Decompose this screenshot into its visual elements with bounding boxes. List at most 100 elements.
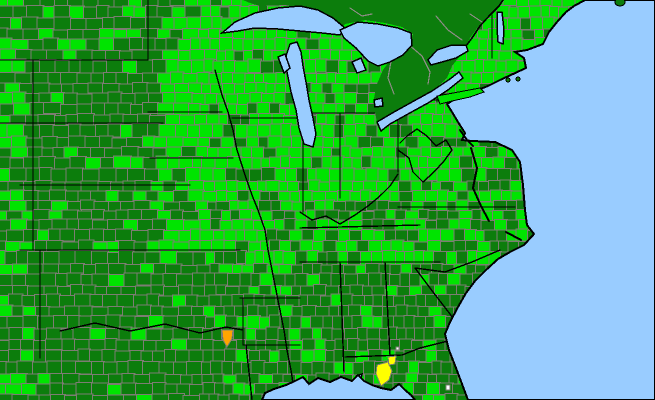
county-cell bbox=[294, 273, 309, 288]
county-cell bbox=[415, 348, 428, 362]
coastal-island bbox=[614, 0, 626, 7]
county-cell bbox=[325, 113, 337, 126]
county-cell bbox=[113, 16, 132, 30]
county-cell bbox=[191, 373, 204, 386]
county-cell bbox=[210, 360, 224, 375]
county-cell bbox=[51, 218, 69, 231]
county-cell bbox=[329, 49, 341, 62]
county-cell bbox=[477, 180, 491, 193]
county-cell bbox=[300, 285, 315, 296]
state-border bbox=[214, 69, 297, 400]
county-cell bbox=[208, 393, 220, 400]
county-cell bbox=[85, 157, 102, 170]
county-cell bbox=[197, 209, 212, 220]
county-cell bbox=[16, 360, 34, 375]
county-cell bbox=[11, 263, 30, 275]
county-cell bbox=[322, 137, 335, 149]
county-cell bbox=[492, 156, 507, 171]
county-cell bbox=[80, 199, 96, 211]
county-cell bbox=[214, 314, 227, 329]
county-cell bbox=[21, 383, 38, 396]
county-cell bbox=[212, 373, 225, 384]
county-cell bbox=[173, 102, 191, 116]
county-cell bbox=[275, 71, 287, 85]
county-cell bbox=[193, 113, 209, 125]
county-cell bbox=[298, 190, 314, 204]
county-cell bbox=[250, 360, 266, 376]
county-cell bbox=[22, 314, 40, 330]
county-cell bbox=[238, 394, 252, 400]
county-cell bbox=[228, 393, 241, 400]
county-cell bbox=[75, 49, 94, 61]
canada-boundary-line bbox=[435, 15, 463, 41]
county-cell bbox=[105, 190, 120, 203]
lake-michigan bbox=[285, 41, 317, 148]
county-cell bbox=[202, 349, 215, 363]
county-cell bbox=[78, 305, 94, 317]
county-cell bbox=[473, 146, 487, 159]
county-cell bbox=[361, 285, 374, 297]
county-cell bbox=[167, 393, 185, 400]
county-cell bbox=[501, 190, 513, 202]
county-cell bbox=[51, 200, 70, 212]
state-border bbox=[339, 261, 345, 373]
county-cell bbox=[520, 17, 532, 31]
county-cell bbox=[0, 373, 12, 384]
state-border bbox=[245, 344, 253, 400]
county-cell bbox=[403, 315, 416, 329]
county-cell bbox=[302, 338, 317, 351]
county-cell bbox=[175, 123, 189, 139]
county-cell bbox=[433, 284, 448, 295]
county-cell bbox=[186, 16, 203, 31]
yellow-alert-county-florida-large bbox=[375, 361, 393, 387]
bay-inlet bbox=[505, 231, 522, 241]
county-cell bbox=[121, 373, 136, 384]
county-cell bbox=[435, 338, 447, 352]
county-cell bbox=[53, 16, 72, 32]
county-cell bbox=[102, 293, 119, 308]
county-cell bbox=[146, 240, 161, 254]
county-cell bbox=[162, 180, 177, 192]
county-cell bbox=[0, 103, 15, 118]
county-cell bbox=[62, 92, 79, 107]
county-cell bbox=[68, 135, 87, 149]
county-cell bbox=[261, 166, 277, 182]
county-cell bbox=[22, 327, 36, 340]
county-cell bbox=[488, 180, 502, 192]
county-cell bbox=[115, 167, 130, 184]
coastal-island bbox=[515, 76, 521, 82]
lake-huron bbox=[338, 21, 413, 67]
county-cell bbox=[151, 393, 170, 400]
county-cell bbox=[37, 199, 54, 211]
county-cell bbox=[265, 180, 281, 193]
county-cell bbox=[11, 305, 25, 317]
county-cell bbox=[416, 373, 430, 384]
county-cell bbox=[367, 338, 381, 352]
county-cell bbox=[420, 113, 435, 126]
atlantic-ocean bbox=[443, 0, 655, 400]
canada-region bbox=[243, 0, 503, 127]
county-cell bbox=[27, 394, 41, 400]
county-cell bbox=[274, 37, 288, 52]
county-cell bbox=[170, 71, 185, 85]
county-cell bbox=[239, 208, 253, 220]
county-cell bbox=[309, 315, 325, 330]
gulf-of-mexico bbox=[260, 373, 417, 400]
county-cell bbox=[372, 146, 384, 159]
county-cell bbox=[199, 338, 215, 352]
county-cell bbox=[123, 272, 139, 288]
county-cell bbox=[152, 59, 168, 76]
county-cell bbox=[289, 315, 303, 330]
county-cell bbox=[171, 338, 189, 351]
county-cell bbox=[178, 49, 192, 63]
county-cell bbox=[60, 360, 78, 375]
county-cell bbox=[221, 360, 234, 376]
county-cell bbox=[204, 272, 217, 288]
county-cell bbox=[431, 360, 443, 375]
county-cell bbox=[108, 263, 127, 276]
county-cell bbox=[484, 146, 500, 159]
state-border bbox=[401, 340, 449, 356]
county-cell bbox=[326, 251, 340, 267]
county-cell bbox=[191, 93, 207, 105]
county-cell bbox=[377, 168, 390, 184]
